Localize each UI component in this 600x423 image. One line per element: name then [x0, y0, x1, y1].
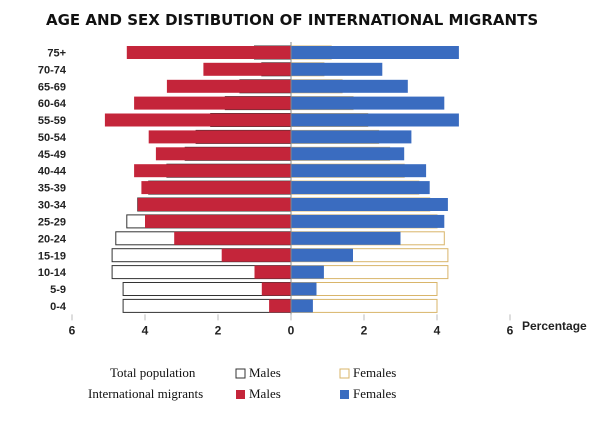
chart-title: AGE AND SEX DISTIBUTION OF INTERNATIONAL… [46, 11, 538, 29]
international-migrants-females-bar [291, 79, 408, 93]
international-migrants-females-bar [291, 147, 405, 161]
age-group-label: 50-54 [38, 132, 67, 144]
international-migrants-females-bar [291, 130, 412, 144]
international-migrants-females-bar [291, 248, 353, 262]
age-group-label: 30-34 [38, 200, 67, 212]
x-tick-label: 2 [361, 323, 368, 337]
x-tick-label: 4 [142, 323, 149, 337]
international-migrants-males-bar [134, 96, 291, 110]
x-tick-label: 2 [215, 323, 222, 337]
legend-swatch-males [236, 390, 245, 399]
age-group-label: 15-19 [38, 250, 66, 262]
international-migrants-females-bar [291, 96, 445, 110]
bars-layer [104, 42, 459, 318]
international-migrants-females-bar [291, 198, 448, 211]
x-tick-label: 4 [434, 323, 441, 337]
age-group-label: 40-44 [38, 166, 67, 178]
age-group-label: 5-9 [50, 284, 66, 296]
international-migrants-males-bar [166, 79, 291, 93]
legend-item-label: Females [353, 386, 396, 401]
international-migrants-males-bar [126, 46, 292, 59]
international-migrants-females-bar [291, 214, 445, 228]
international-migrants-males-bar [254, 265, 291, 279]
age-group-label: 35-39 [38, 183, 66, 195]
international-migrants-males-bar [174, 231, 291, 245]
international-migrants-females-bar [291, 46, 459, 59]
international-migrants-females-bar [291, 282, 317, 296]
age-group-label: 20-24 [38, 233, 67, 245]
age-group-label: 60-64 [38, 98, 67, 110]
international-migrants-females-bar [291, 181, 430, 195]
international-migrants-males-bar [141, 181, 291, 195]
age-group-label: 25-29 [38, 216, 66, 228]
international-migrants-males-bar [261, 282, 291, 296]
x-axis-label: Percentage [522, 319, 587, 333]
international-migrants-males-bar [148, 130, 291, 144]
international-migrants-males-bar [137, 198, 291, 211]
international-migrants-males-bar [221, 248, 291, 262]
international-migrants-females-series [291, 46, 459, 313]
international-migrants-males-bar [104, 113, 292, 127]
x-tick-label: 6 [507, 323, 514, 337]
international-migrants-males-bar [155, 147, 291, 161]
age-group-label: 65-69 [38, 81, 66, 93]
international-migrants-males-bar [269, 299, 291, 313]
international-migrants-males-series [104, 46, 292, 313]
legend-swatch-females [339, 368, 350, 379]
age-group-label: 45-49 [38, 149, 66, 161]
total-population-males-bar [122, 298, 292, 313]
international-migrants-males-bar [203, 62, 291, 76]
age-group-label: 55-59 [38, 115, 66, 127]
legend-swatch-females [340, 390, 349, 399]
age-group-label: 0-4 [50, 301, 67, 313]
international-migrants-females-bar [291, 265, 324, 279]
x-tick-label: 6 [69, 323, 76, 337]
age-group-label: 70-74 [38, 64, 67, 76]
x-tick-label: 0 [288, 323, 295, 337]
international-migrants-males-bar [134, 164, 291, 178]
y-axis-labels: 75+ 70-74 65-69 60-64 55-59 50-54 45-49 40-44 35… [38, 48, 67, 313]
legend-group-label: Total population [110, 365, 196, 380]
age-group-label: 10-14 [38, 267, 67, 279]
legend-swatch-males [235, 368, 246, 379]
international-migrants-females-bar [291, 62, 383, 76]
international-migrants-males-bar [145, 214, 291, 228]
international-migrants-females-bar [291, 164, 427, 178]
age-group-label: 75+ [47, 48, 66, 60]
legend-item-label: Males [249, 386, 281, 401]
legend-item-label: Females [353, 365, 396, 380]
international-migrants-females-bar [291, 231, 401, 245]
legend-group-label: International migrants [88, 386, 203, 401]
legend: Total population Males Females Internationa… [88, 365, 396, 401]
x-axis: 6 4 2 0 2 4 6 [69, 314, 514, 337]
legend-item-label: Males [249, 365, 281, 380]
international-migrants-females-bar [291, 299, 313, 313]
international-migrants-females-bar [291, 113, 459, 127]
